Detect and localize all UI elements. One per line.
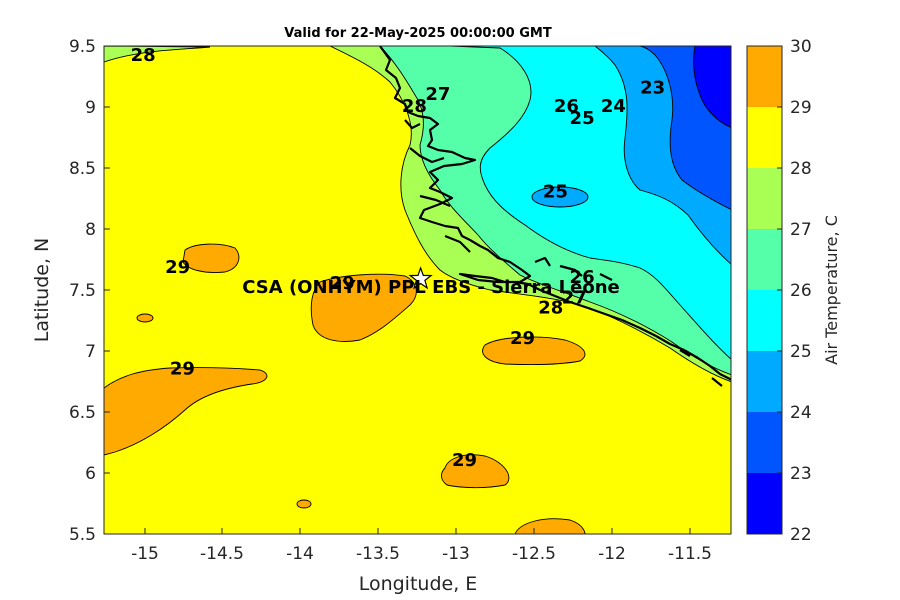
station-label: CSA (ONHYM) PPL EBS - Sierra Leone: [242, 277, 619, 298]
colorbar-tick-label: 24: [790, 403, 812, 423]
field-24-patch: [531, 186, 589, 208]
colorbar-title: Air Temperature, C: [822, 215, 841, 365]
contour-label: 27: [425, 84, 450, 105]
colorbar-segment: [747, 351, 782, 412]
colorbar-tick-label: 25: [790, 342, 812, 362]
colorbar-tick-label: 22: [790, 525, 812, 545]
x-tick-label: -11.5: [668, 544, 712, 564]
contour-label: 25: [543, 181, 568, 202]
contour-label: 26: [570, 267, 595, 288]
colorbar-tick-label: 29: [790, 98, 812, 118]
colorbar-segment: [747, 290, 782, 351]
x-tick-labels: -15 -14.5 -14 -13.5 -13 -12.5 -12 -11.5: [131, 544, 712, 564]
field-29-patch-west-upper: [182, 243, 240, 273]
y-tick-label: 7.5: [69, 281, 96, 301]
coastline-islands: [534, 256, 723, 387]
y-tick-label: 7: [85, 342, 96, 362]
y-axis-title: Latitude, N: [31, 238, 53, 343]
coastline-inlet: [404, 119, 471, 253]
station-marker-group: CSA (ONHYM) PPL EBS - Sierra Leone: [242, 266, 620, 298]
field-29-patch-west-lower: [104, 367, 268, 456]
colorbar-segment: [747, 168, 782, 229]
colorbar-segment: [747, 229, 782, 290]
x-tick-label: -14: [286, 544, 314, 564]
contour-label: 29: [170, 358, 195, 379]
star-icon: [408, 266, 433, 290]
colorbar-segment: [747, 107, 782, 168]
colorbar-tick-labels: 22 23 24 25 26 27 28 29 30: [790, 37, 812, 545]
contour-label: 29: [452, 450, 477, 471]
x-tick-label: -13: [442, 544, 470, 564]
x-tick-label: -12.5: [512, 544, 556, 564]
field-29-patch-bottom: [514, 518, 586, 534]
colorbar-tick-label: 27: [790, 220, 812, 240]
y-tick-label: 9.5: [69, 37, 96, 57]
field-27-band-north: [104, 46, 211, 63]
colorbar: [747, 45, 782, 535]
x-tick-label: -13.5: [356, 544, 400, 564]
field-29-speck-west: [136, 313, 154, 323]
colorbar-frame: [746, 45, 783, 535]
colorbar-segment: [747, 473, 782, 534]
y-tick-label: 6: [85, 464, 96, 484]
colorbar-tick-label: 26: [790, 281, 812, 301]
y-tick-labels: 5.5 6 6.5 7 7.5 8 8.5 9 9.5: [69, 37, 96, 545]
contour-label: 29: [165, 257, 190, 278]
y-tick-label: 6.5: [69, 403, 96, 423]
x-axis-title: Longitude, E: [359, 573, 478, 595]
contour-label: 28: [402, 96, 427, 117]
contour-label: 28: [538, 297, 563, 318]
colorbar-segment: [747, 412, 782, 473]
contour-label: 23: [640, 78, 665, 99]
y-tick-label: 9: [85, 98, 96, 118]
y-ticks: [104, 45, 110, 535]
x-tick-label: -12: [598, 544, 626, 564]
field-29-speck-south: [296, 499, 312, 509]
colorbar-segment: [747, 46, 782, 107]
colorbar-tick-label: 23: [790, 464, 812, 484]
field-29-patch-center: [310, 273, 417, 342]
contour-label: 29: [330, 273, 355, 294]
y-tick-label: 8: [85, 220, 96, 240]
coastline: [379, 46, 731, 381]
field-22-band: [693, 46, 731, 129]
colorbar-tick-label: 30: [790, 37, 812, 57]
contour-label: 27: [562, 288, 587, 309]
field-29-patch-east: [482, 336, 586, 366]
chart-title: Valid for 22-May-2025 00:00:00 GMT: [284, 26, 552, 41]
x-tick-label: -15: [131, 544, 159, 564]
contour-label: 25: [570, 108, 595, 129]
map-area: [104, 46, 731, 534]
colorbar-tick-label: 28: [790, 159, 812, 179]
y-tick-label: 5.5: [69, 525, 96, 545]
contour-label: 24: [601, 96, 626, 117]
contour-label: 26: [554, 96, 579, 117]
field-29-patch-south: [441, 454, 510, 489]
x-ticks: [144, 528, 691, 534]
contour-label: 29: [510, 328, 535, 349]
x-tick-label: -14.5: [200, 544, 244, 564]
y-tick-label: 8.5: [69, 159, 96, 179]
contour-label: 28: [131, 45, 156, 66]
